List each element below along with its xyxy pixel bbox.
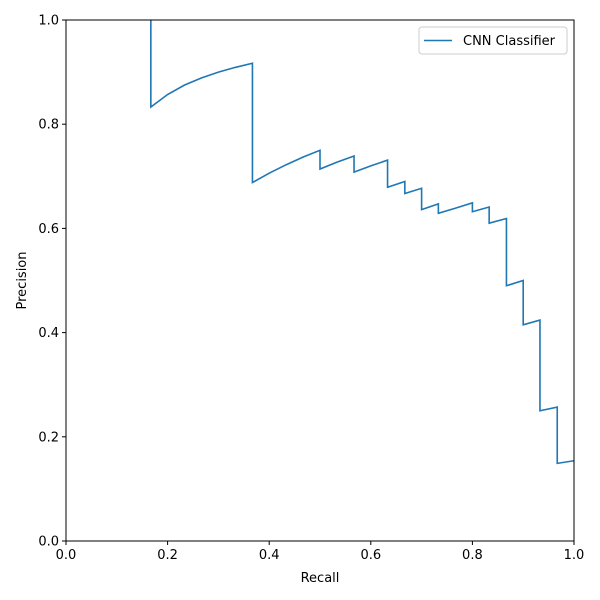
plot-layer <box>150 20 575 465</box>
x-tick-label: 0.4 <box>259 548 280 563</box>
x-tick-label: 0.2 <box>157 548 178 563</box>
y-tick-label: 0.2 <box>38 430 59 445</box>
y-axis-label: Precision <box>15 251 30 309</box>
x-axis-label: Recall <box>301 571 340 586</box>
x-tick-label: 0.8 <box>462 548 483 563</box>
y-tick-label: 1.0 <box>38 14 59 29</box>
y-tick-label: 0.0 <box>38 535 59 550</box>
y-tick-label: 0.4 <box>38 326 59 341</box>
x-tick-label: 0.6 <box>360 548 381 563</box>
legend-label-cnn-classifier: CNN Classifier <box>463 34 556 49</box>
y-tick-label: 0.6 <box>38 222 59 237</box>
x-tick-label: 0.0 <box>56 548 77 563</box>
legend: CNN Classifier <box>418 26 568 55</box>
x-tick-label: 1.0 <box>564 548 585 563</box>
legend-box <box>418 26 568 55</box>
series-line-cnn-classifier <box>150 20 575 465</box>
plot-frame <box>65 19 575 542</box>
ticks-layer: 0.0 0.2 0.4 0.6 0.8 1.0 0.0 0.2 0.4 0.6 0.8 1.0 <box>38 14 584 564</box>
y-tick-label: 0.8 <box>38 118 59 133</box>
